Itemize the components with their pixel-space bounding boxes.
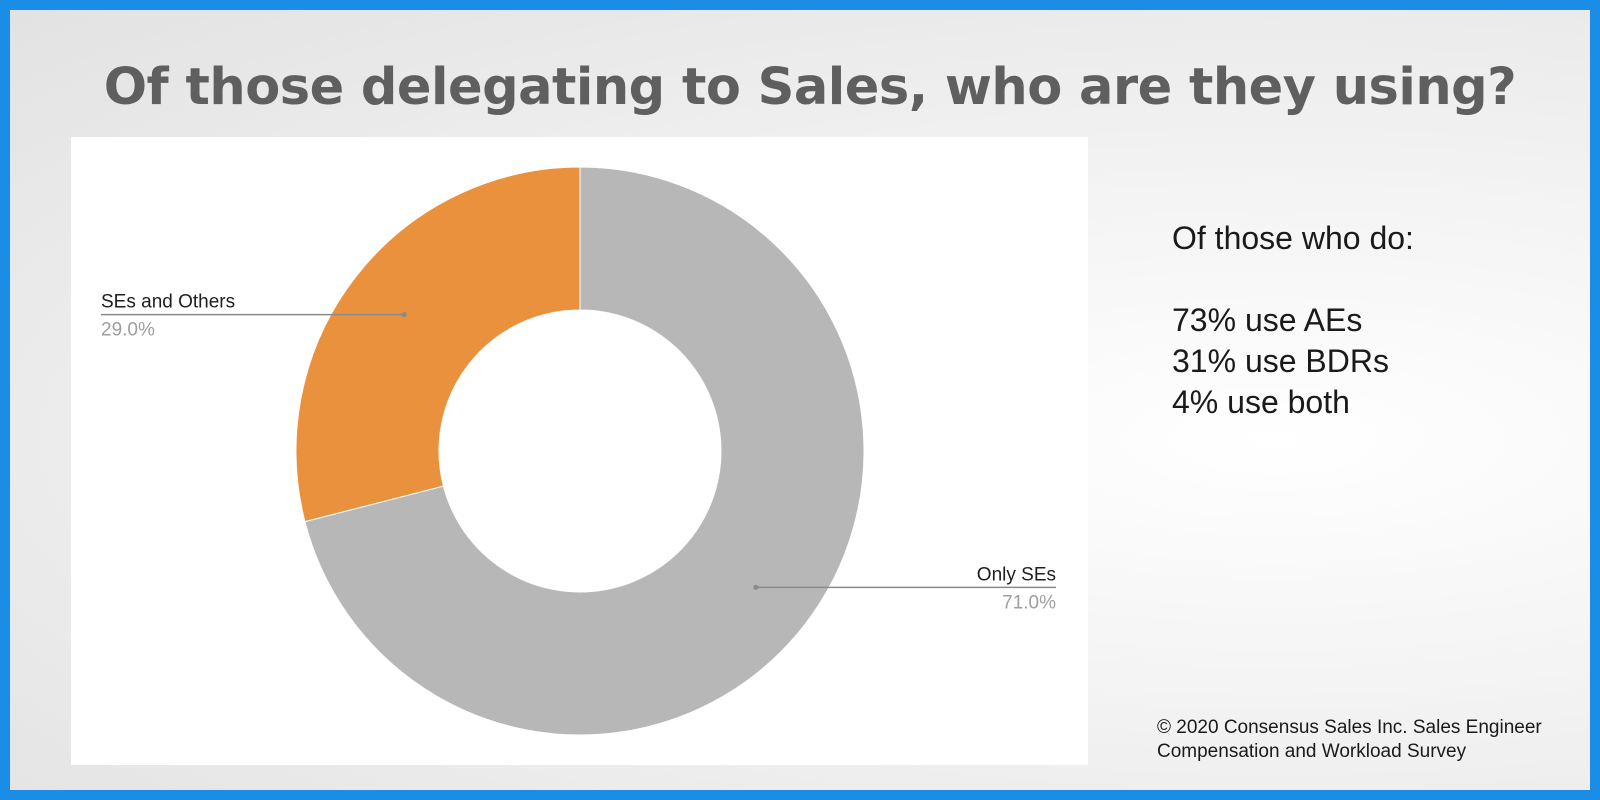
slice-label-only-ses: Only SEs: [977, 564, 1056, 585]
slice-value-ses-and-others: 29.0%: [101, 320, 155, 341]
donut-chart: Only SEs 71.0% SEs and Others 29.0%: [101, 166, 1056, 736]
donut-chart-panel: Only SEs 71.0% SEs and Others 29.0%: [71, 137, 1088, 765]
slice-label-ses-and-others: SEs and Others: [101, 292, 235, 313]
copyright-line-2: Compensation and Workload Survey: [1157, 741, 1467, 762]
notes-heading: Of those who do:: [1172, 220, 1414, 256]
notes-line-bdrs: 31% use BDRs: [1172, 343, 1389, 379]
notes-line-aes: 73% use AEs: [1172, 302, 1363, 338]
notes-box: Of those who do: 73% use AEs 31% use BDR…: [1172, 218, 1414, 423]
slice-value-only-ses: 71.0%: [1002, 592, 1056, 613]
slide-title: Of those delegating to Sales, who are th…: [103, 58, 1517, 117]
donut-slice-ses-and-others: [295, 166, 581, 523]
donut-slice-only-ses: [304, 166, 865, 736]
notes-line-both: 4% use both: [1172, 384, 1350, 420]
copyright-notice: © 2020 Consensus Sales Inc. Sales Engine…: [1157, 716, 1597, 764]
copyright-line-1: © 2020 Consensus Sales Inc. Sales Engine…: [1157, 717, 1542, 738]
